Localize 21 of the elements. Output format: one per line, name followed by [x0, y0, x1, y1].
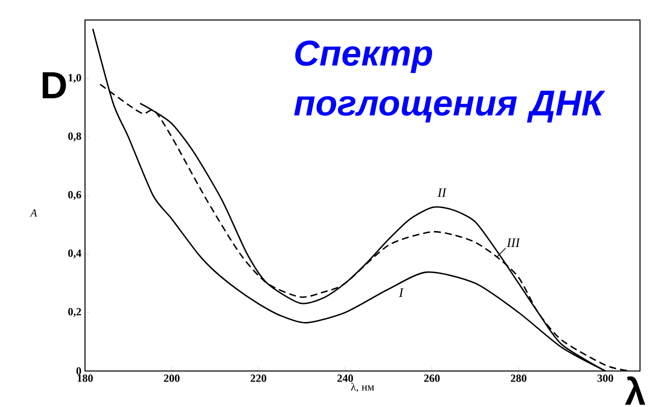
series-label: II [437, 188, 447, 197]
x-tick-label: 300 [598, 374, 614, 382]
x-tick-label: 220 [250, 374, 266, 382]
text: D [42, 72, 66, 98]
y-tick-label: 0,4 [68, 250, 82, 258]
text: λ [624, 376, 646, 405]
y-tick-label: 0,6 [68, 191, 82, 200]
x-axis-title: λ, нм [350, 382, 374, 392]
y-axis-title: A [30, 209, 38, 217]
x-tick-label: 260 [424, 374, 440, 382]
y-tick-label: 0,2 [68, 308, 82, 317]
y-tick-label: 1,0 [68, 74, 82, 83]
x-tick-label: 240 [337, 374, 353, 382]
y-tick-label: 0 [76, 367, 82, 375]
x-tick-label: 280 [510, 374, 526, 382]
x-tick-label: 180 [78, 374, 93, 382]
series-label: III [506, 238, 520, 247]
series-label: I [398, 288, 404, 297]
x-tick-label: 200 [164, 374, 180, 382]
y-tick-label: 0,8 [68, 132, 82, 142]
text: Спектр поглощения ДНК [294, 40, 606, 123]
